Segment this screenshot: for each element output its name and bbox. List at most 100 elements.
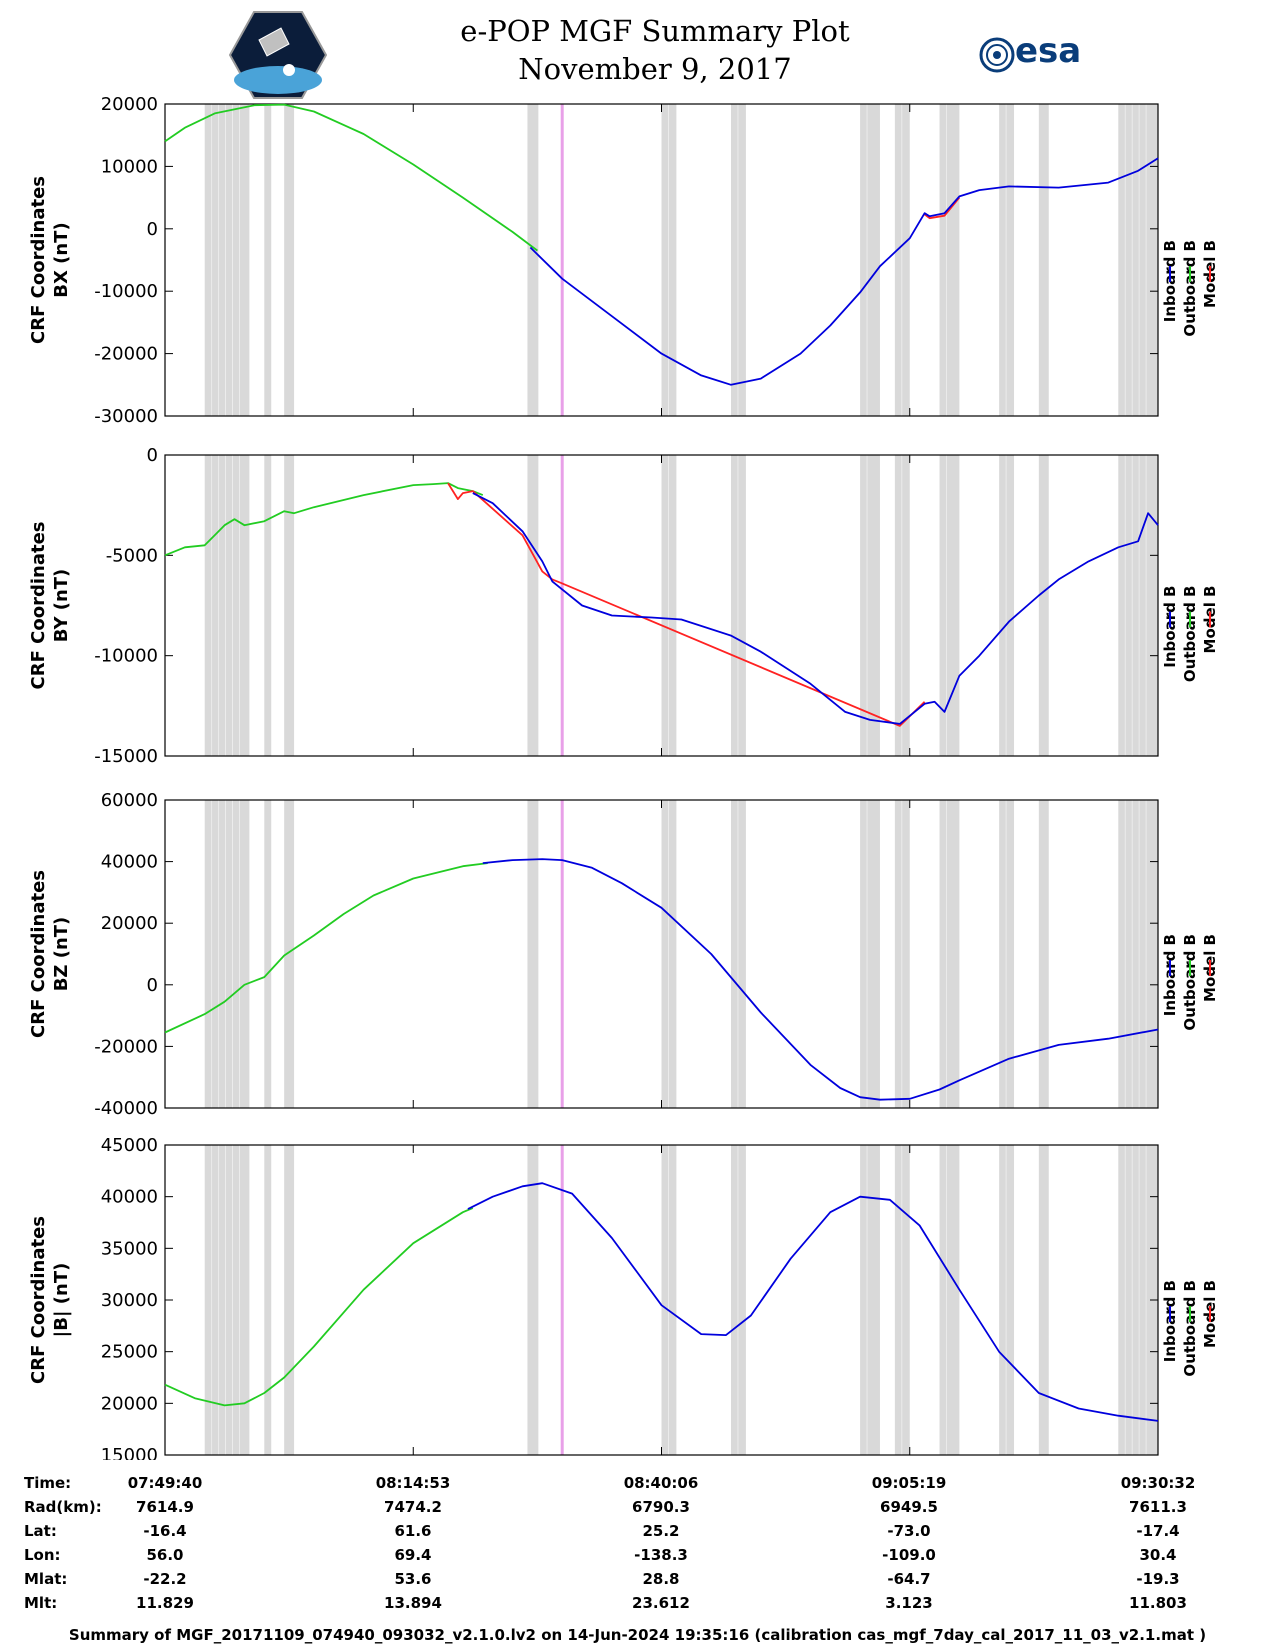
gap-band [894,800,910,1108]
gap-band [731,1145,746,1455]
series-line-outboard-b [164,1207,474,1407]
series-line-inboard-b [529,157,1159,386]
y-tick-label: -15000 [94,746,158,767]
gap-band [661,104,677,416]
info-cell: 08:14:53 [375,1474,451,1492]
y-tick-label: 40000 [101,1187,158,1208]
info-cell: 3.123 [885,1594,933,1612]
info-row-label: Rad(km): [24,1498,102,1516]
gap-band [204,455,250,756]
info-cell: 09:30:32 [1120,1474,1196,1492]
gap-band [661,1145,677,1455]
y-axis-label: |B| (nT) [51,1263,72,1338]
gap-band [1118,800,1158,1108]
y-tick-label: 30000 [101,1290,158,1311]
gap-band [1038,1145,1049,1455]
info-row-label: Lon: [24,1546,61,1564]
info-cell: -16.4 [143,1522,187,1540]
legend-label: Outboard B [1181,586,1199,683]
info-cell: 11.829 [136,1594,194,1612]
y-tick-label: -30000 [94,406,158,427]
info-row-label: Lat: [24,1522,57,1540]
gap-band [731,455,746,756]
legend-label: Outboard B [1181,934,1199,1031]
gap-band [894,455,910,756]
plot-date: November 9, 2017 [518,52,792,86]
gap-band [939,1145,960,1455]
gap-band [939,104,960,416]
info-cell: 53.6 [394,1570,432,1588]
y-tick-label: 0 [147,219,158,240]
info-cell: 61.6 [394,1522,432,1540]
info-cell: 7611.3 [1129,1498,1187,1516]
chart-panel-1: -30000 -20000 -10000 0 10000 20000 CRF Coordin… [28,94,1219,427]
series-line-outboard-b [164,482,484,557]
gap-band [284,800,295,1108]
y-tick-label: 0 [147,975,158,996]
gap-band [939,800,960,1108]
y-tick-label: -10000 [94,646,158,667]
y-axis-label: CRF Coordinates [28,176,49,344]
gap-band [204,104,250,416]
info-cell: -64.7 [887,1570,931,1588]
gap-band [1038,455,1049,756]
info-cell: 25.2 [642,1522,680,1540]
gap-band [999,800,1015,1108]
info-cell: 07:49:40 [127,1474,203,1492]
info-cell: 7474.2 [384,1498,442,1516]
y-axis-label: BZ (nT) [51,917,72,992]
info-row-label: Mlat: [24,1570,68,1588]
y-axis-label: CRF Coordinates [28,870,49,1038]
gap-band [264,1145,272,1455]
gap-band [284,1145,295,1455]
y-tick-label: -10000 [94,281,158,302]
y-tick-label: 35000 [101,1238,158,1259]
header: e-POP MGF Summary Plot November 9, 2017 … [0,0,1275,100]
plot-title: e-POP MGF Summary Plot [460,14,850,48]
gap-band [894,104,910,416]
legend-label: Outboard B [1181,1280,1199,1377]
y-tick-label: 20000 [101,1393,158,1414]
esa-logo-text: esa [1015,31,1082,71]
gap-band [731,800,746,1108]
y-tick-label: 45000 [101,1135,158,1156]
gap-band [204,800,250,1108]
y-tick-label: 60000 [101,790,158,811]
info-cell: -138.3 [634,1546,688,1564]
info-cell: 30.4 [1139,1546,1177,1564]
series-line-inboard-b [467,1182,1159,1422]
info-cell: 69.4 [394,1546,432,1564]
gap-band [1038,104,1049,416]
info-cell: 6790.3 [632,1498,690,1516]
info-cell: -73.0 [887,1522,931,1540]
gap-band [527,800,539,1108]
y-axis-label: CRF Coordinates [28,522,49,690]
y-tick-label: 25000 [101,1342,158,1363]
gap-band [527,104,539,416]
info-cell: 7614.9 [136,1498,194,1516]
esa-logo: esa [977,31,1097,77]
gap-band [1118,104,1158,416]
y-tick-label: 20000 [101,913,158,934]
footer-note: Summary of MGF_20171109_074940_093032_v2… [68,1626,1207,1644]
info-cell: 09:05:19 [871,1474,947,1492]
info-cell: 56.0 [146,1546,184,1564]
gap-band [527,455,539,756]
y-tick-label: 20000 [101,94,158,115]
y-axis-label: CRF Coordinates [28,1216,49,1384]
gap-band [894,1145,910,1455]
esa-swirl-icon [979,37,1015,73]
info-row-label: Time: [24,1474,72,1492]
gap-band [860,455,880,756]
gap-band [939,455,960,756]
chart-panel-3: -40000 -20000 0 20000 40000 60000 CRF Coordina… [28,790,1219,1119]
marker-line [560,455,564,756]
plots-area: -30000 -20000 -10000 0 10000 20000 CRF Coordin… [28,94,1219,1460]
y-axis-label: BX (nT) [51,222,72,297]
gap-band [284,455,295,756]
gap-band [860,800,880,1108]
y-tick-label: -20000 [94,1036,158,1057]
y-tick-label: -20000 [94,344,158,365]
y-tick-label: -5000 [106,545,158,566]
series-line-inboard-b [472,492,1159,725]
